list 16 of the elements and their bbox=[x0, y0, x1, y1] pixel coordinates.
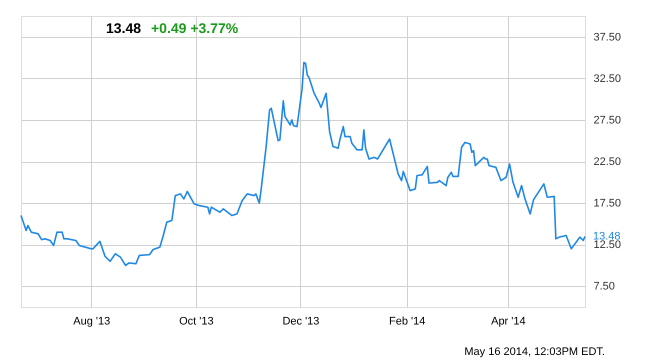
y-tick-label: 27.50 bbox=[594, 114, 622, 126]
y-tick-label: 17.50 bbox=[594, 198, 622, 210]
x-tick-label: Feb '14 bbox=[389, 316, 426, 328]
text: May 16 2014, 12:03PM EDT. bbox=[464, 346, 605, 358]
x-tick-label: Dec '13 bbox=[282, 316, 320, 328]
chart-subtitle: +0.49 +3.77% bbox=[151, 20, 239, 36]
line-series bbox=[20, 62, 586, 266]
x-tick-label: Aug '13 bbox=[73, 316, 110, 328]
x-tick-label: Oct '13 bbox=[179, 316, 214, 328]
y-tick-label: 12.50 bbox=[594, 239, 622, 252]
x-tick-label: Apr '14 bbox=[491, 316, 526, 328]
y-tick-label: 37.50 bbox=[594, 31, 622, 44]
chart-title: 13.48 bbox=[106, 20, 142, 36]
y-tick-label: 22.50 bbox=[594, 156, 622, 168]
y-tick-label: 7.50 bbox=[594, 280, 615, 293]
y-tick-label: 32.50 bbox=[594, 72, 622, 85]
